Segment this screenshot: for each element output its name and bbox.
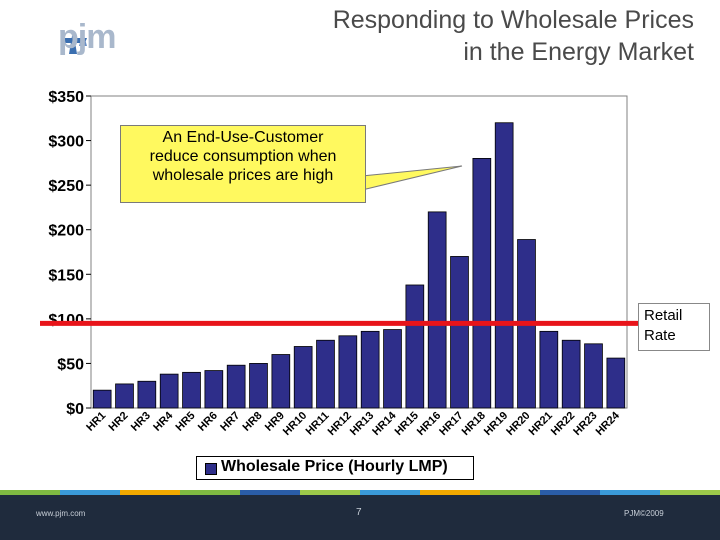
logo-text: pjm [58, 18, 116, 56]
bar [561, 339, 581, 409]
bar [539, 330, 559, 409]
bar [204, 370, 224, 409]
bar [182, 371, 201, 409]
bar [338, 335, 358, 409]
bar [316, 339, 335, 409]
x-tick-label: HR6 [196, 410, 220, 434]
x-tick-label: HR20 [504, 410, 532, 438]
y-tick-label: $350 [48, 89, 84, 106]
retail-rate-line-2: Rate [644, 327, 676, 344]
footer-url: www.pjm.com [36, 509, 86, 518]
x-tick-label: HR22 [549, 410, 577, 438]
bar [360, 330, 380, 409]
page-number: 7 [356, 507, 362, 518]
callout-line-1: An End-Use-Customer [162, 129, 324, 146]
x-tick-label: HR17 [437, 410, 465, 438]
x-tick-label: HR8 [241, 410, 265, 434]
footer-bar [0, 495, 720, 540]
y-tick-label: $250 [48, 178, 84, 195]
x-tick-label: HR11 [304, 410, 332, 438]
chart-legend: Wholesale Price (Hourly LMP) [196, 456, 474, 480]
bar [472, 158, 492, 409]
slide-title-line-2: in the Energy Market [463, 38, 694, 66]
x-tick-label: HR7 [218, 410, 242, 434]
footer-copyright: PJM©2009 [624, 509, 664, 518]
legend-swatch [205, 463, 217, 475]
retail-rate-line-1: Retail [644, 307, 683, 324]
bar [383, 329, 402, 409]
x-tick-label: HR1 [84, 410, 108, 434]
slide-title-line-1: Responding to Wholesale Prices [332, 6, 694, 34]
callout-box: An End-Use-Customer reduce consumption w… [120, 125, 366, 203]
x-tick-label: HR19 [482, 410, 510, 438]
bar [137, 380, 157, 409]
slide-title: Responding to Wholesale Prices in the En… [234, 4, 694, 68]
wholesale-price-chart: $0$50$100$150$200$250$300$350HR1HR2HR3HR… [40, 89, 638, 438]
retail-rate-label: Retail Rate [638, 303, 710, 351]
x-tick-label: HR14 [370, 409, 399, 438]
bar [427, 211, 447, 409]
x-tick-label: HR4 [151, 409, 176, 434]
bar [450, 256, 469, 409]
x-tick-label: HR10 [281, 410, 309, 438]
callout-line-3: wholesale prices are high [152, 167, 334, 184]
callout-line-2: reduce consumption when [149, 148, 337, 165]
x-tick-label: HR24 [594, 409, 623, 438]
x-tick-label: HR5 [174, 410, 198, 434]
bar [584, 343, 603, 409]
y-tick-label: $0 [66, 401, 84, 418]
bar [249, 363, 268, 409]
y-tick-label: $150 [48, 267, 84, 284]
x-tick-label: HR12 [326, 410, 354, 438]
x-tick-label: HR21 [527, 410, 555, 438]
x-tick-label: HR3 [129, 410, 153, 434]
footer-color-stripe [0, 490, 720, 495]
x-tick-label: HR18 [460, 410, 488, 438]
bar [494, 122, 514, 409]
y-tick-label: $100 [48, 312, 84, 329]
bar [92, 389, 112, 409]
pjm-logo-icon [63, 30, 87, 54]
legend-label: Wholesale Price (Hourly LMP) [221, 458, 448, 475]
y-tick-label: $300 [48, 134, 84, 151]
bar [293, 346, 313, 409]
bar [226, 364, 246, 409]
y-tick-label: $50 [57, 356, 84, 373]
bar [271, 354, 291, 409]
x-tick-label: HR16 [415, 410, 443, 438]
x-tick-label: HR23 [571, 410, 599, 438]
bar [159, 373, 179, 409]
x-tick-label: HR2 [107, 410, 131, 434]
bar [115, 383, 134, 409]
bar [606, 357, 626, 409]
bar [405, 284, 425, 409]
x-tick-label: HR15 [393, 410, 421, 438]
x-tick-label: HR13 [348, 410, 376, 438]
y-tick-label: $200 [48, 223, 84, 240]
